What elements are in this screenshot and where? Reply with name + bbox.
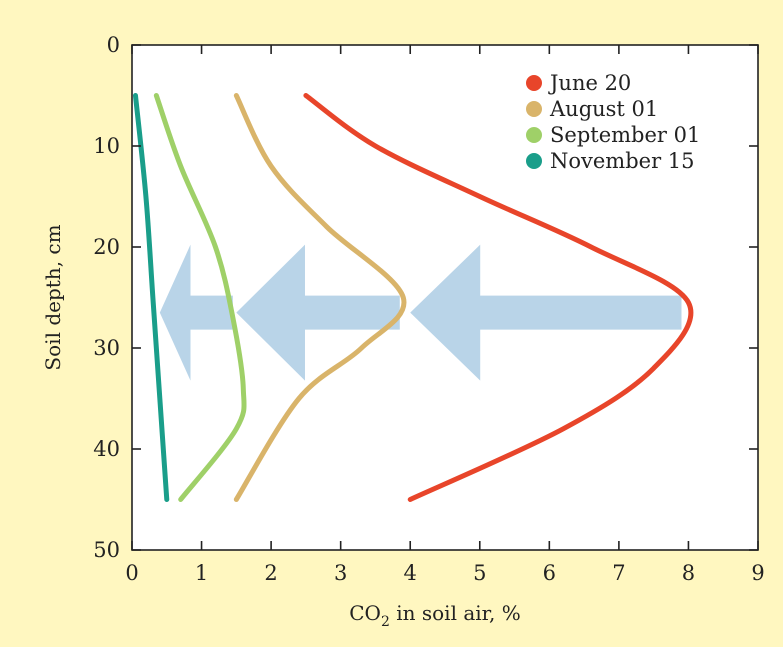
x-axis-title-rest: in soil air, % [390,601,521,625]
legend-swatch [526,101,542,117]
legend-label: November 15 [550,149,695,173]
legend-label: September 01 [550,123,700,147]
x-tick-label: 5 [473,561,486,585]
y-tick-label: 40 [93,437,120,461]
x-tick-label: 7 [612,561,625,585]
x-tick-label: 1 [195,561,208,585]
legend-swatch [526,153,542,169]
x-tick-label: 9 [751,561,764,585]
x-tick-label: 8 [682,561,695,585]
x-tick-label: 3 [334,561,347,585]
legend-swatch [526,127,542,143]
x-tick-label: 2 [264,561,277,585]
legend-label: June 20 [548,71,631,95]
x-axis-title-subscript: 2 [381,614,390,630]
y-tick-label: 30 [93,336,120,360]
y-tick-label: 50 [93,538,120,562]
y-tick-label: 10 [93,134,120,158]
y-tick-label: 0 [107,33,120,57]
x-tick-label: 0 [125,561,138,585]
legend-swatch [526,75,542,91]
legend-label: August 01 [549,97,658,121]
x-axis-title-main: CO [349,601,381,625]
x-axis-title: CO2 in soil air, % [349,601,520,630]
y-axis-title: Soil depth, cm [41,224,65,370]
y-tick-label: 20 [93,235,120,259]
x-tick-label: 4 [404,561,417,585]
x-tick-label: 6 [543,561,556,585]
